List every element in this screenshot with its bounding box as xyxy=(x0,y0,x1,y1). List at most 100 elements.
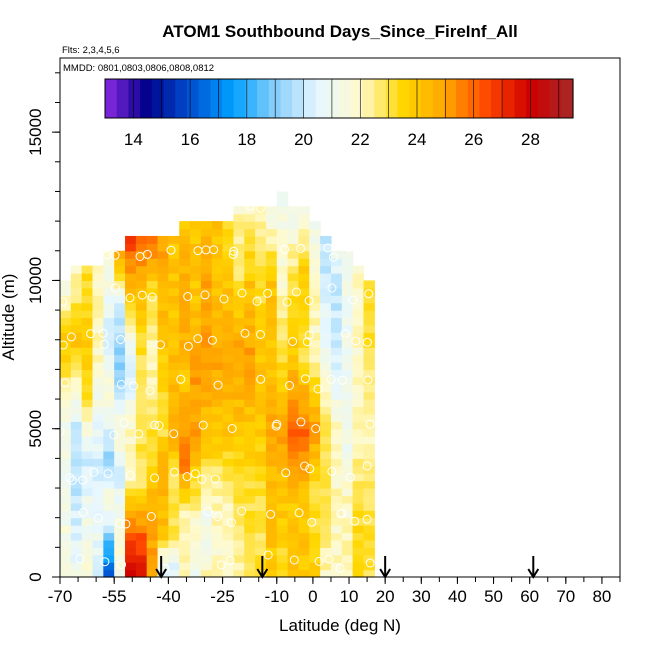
heat-cell xyxy=(330,369,343,378)
heat-cell xyxy=(168,317,180,326)
heat-cell xyxy=(233,443,245,452)
x-tick-label: -25 xyxy=(210,587,235,606)
heat-cell xyxy=(330,339,343,348)
heat-cell xyxy=(60,554,72,563)
heat-cell xyxy=(92,421,104,430)
heat-cell xyxy=(276,228,289,237)
sample-point xyxy=(304,330,314,340)
heat-cell xyxy=(92,443,104,452)
heat-cell xyxy=(244,287,256,296)
heat-cell xyxy=(287,302,300,311)
heat-cell xyxy=(287,428,300,437)
heat-cell xyxy=(125,317,137,326)
heat-cell xyxy=(233,525,245,534)
heat-cell xyxy=(92,287,104,296)
heat-cell xyxy=(211,347,224,356)
heat-cell xyxy=(81,450,94,459)
heat-cell xyxy=(298,250,310,259)
heat-cell xyxy=(320,450,332,459)
sample-point xyxy=(166,245,176,255)
heat-cell xyxy=(244,376,256,385)
heat-cell xyxy=(265,265,278,274)
heat-cell xyxy=(363,332,375,341)
heat-cell xyxy=(276,295,289,304)
heat-cell xyxy=(114,421,126,430)
heat-cell xyxy=(255,369,267,378)
colorbar-swatch xyxy=(210,79,223,118)
heat-cell xyxy=(135,547,148,556)
heat-cell xyxy=(320,235,332,244)
heat-cell xyxy=(352,332,365,341)
heat-cell xyxy=(125,547,137,556)
heat-cell xyxy=(114,547,126,556)
heat-cell xyxy=(60,539,72,548)
heat-cell xyxy=(135,569,148,578)
heat-cell xyxy=(190,502,202,511)
heat-cell xyxy=(135,384,148,393)
heat-cell xyxy=(157,473,169,482)
heat-cell xyxy=(179,391,191,400)
heat-cell xyxy=(298,554,310,563)
sample-point xyxy=(345,472,355,482)
heat-cell xyxy=(190,413,202,422)
heat-cell xyxy=(276,347,289,356)
heat-cell xyxy=(255,376,267,385)
colorbar-swatch xyxy=(222,79,235,118)
heat-cell xyxy=(320,443,332,452)
heat-cell xyxy=(265,228,278,237)
heat-cell xyxy=(255,554,267,563)
heat-cell xyxy=(255,436,267,445)
heat-cell xyxy=(60,310,72,319)
heat-cell xyxy=(298,406,310,415)
heat-cell xyxy=(200,421,213,430)
heat-cell xyxy=(146,517,159,526)
heat-cell xyxy=(352,532,365,541)
heat-cell xyxy=(298,310,310,319)
heat-cell xyxy=(135,554,148,563)
heat-cell xyxy=(352,280,365,289)
heat-cell xyxy=(363,539,375,548)
heat-cell xyxy=(146,317,159,326)
heat-cell xyxy=(190,569,202,578)
heat-cell xyxy=(157,310,169,319)
heat-cell xyxy=(287,517,300,526)
heat-cell xyxy=(233,465,245,474)
heat-cell xyxy=(330,302,343,311)
heat-cell xyxy=(125,369,137,378)
heat-cell xyxy=(255,450,267,459)
heat-cell xyxy=(363,569,375,578)
heat-cell xyxy=(146,295,159,304)
heat-cell xyxy=(244,562,256,571)
heat-cell xyxy=(211,258,224,267)
sample-point xyxy=(75,554,85,564)
heat-cell xyxy=(157,532,169,541)
heat-cell xyxy=(298,562,310,571)
heat-cell xyxy=(168,384,180,393)
heat-cell xyxy=(276,250,289,259)
heat-cell xyxy=(233,495,245,504)
heat-cell xyxy=(146,406,159,415)
heat-cell xyxy=(92,539,104,548)
heat-cell xyxy=(265,302,278,311)
sample-point xyxy=(324,554,334,564)
heat-cell xyxy=(309,525,321,534)
heat-cell xyxy=(125,376,137,385)
heat-cell xyxy=(179,450,191,459)
heat-cell xyxy=(363,354,375,363)
heat-cell xyxy=(222,339,235,348)
heat-cell xyxy=(265,361,278,370)
heat-cell xyxy=(233,273,245,282)
heat-cell xyxy=(146,539,159,548)
heat-cell xyxy=(309,391,321,400)
heat-cell xyxy=(265,517,278,526)
colorbar-swatch xyxy=(245,79,258,118)
heat-cell xyxy=(330,421,343,430)
heat-cell xyxy=(146,361,159,370)
heat-cell xyxy=(330,436,343,445)
colorbar-swatch xyxy=(479,79,492,118)
heat-cell xyxy=(211,406,224,415)
heat-cell xyxy=(200,391,213,400)
heat-cell xyxy=(244,473,256,482)
heat-cell xyxy=(200,250,213,259)
heat-cell xyxy=(190,547,202,556)
